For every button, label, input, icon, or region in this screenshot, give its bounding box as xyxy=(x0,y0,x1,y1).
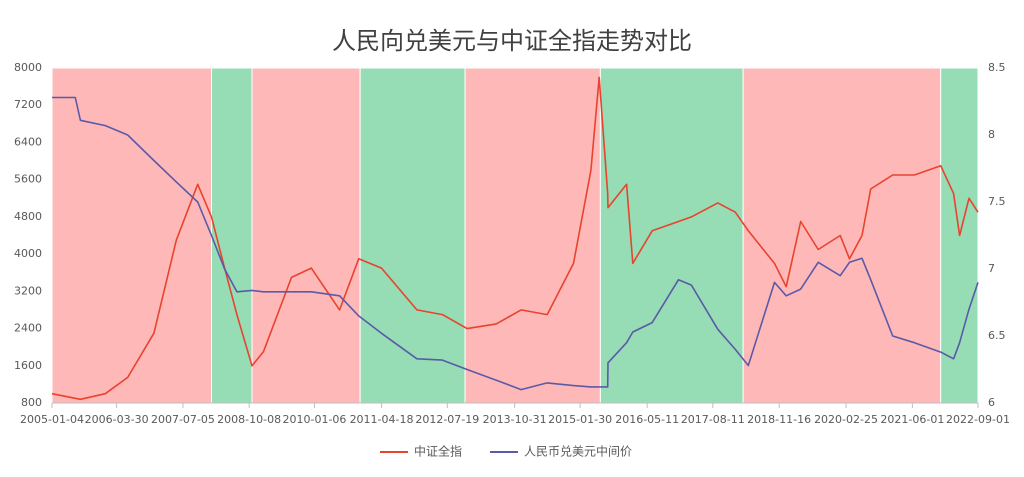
x-tick-label: 2022-09-01 xyxy=(946,413,1010,426)
x-tick-label: 2005-01-04 xyxy=(20,413,84,426)
x-tick-label: 2007-07-05 xyxy=(151,413,215,426)
y-tick-label: 4000 xyxy=(14,247,42,260)
period-band xyxy=(359,67,466,404)
period-band xyxy=(51,67,213,404)
y2-tick-label: 6.5 xyxy=(988,329,1006,342)
y2-tick-label: 6 xyxy=(988,396,995,409)
y2-tick-label: 7.5 xyxy=(988,195,1006,208)
series-line xyxy=(52,96,979,391)
period-band xyxy=(742,67,942,404)
y-tick-label: 800 xyxy=(21,396,42,409)
y2-tick-label: 8.5 xyxy=(988,61,1006,74)
period-band xyxy=(211,67,253,404)
x-tick-label: 2021-06-01 xyxy=(880,413,944,426)
period-band xyxy=(599,67,744,404)
y2-tick-label: 8 xyxy=(988,128,995,141)
legend-label: 中证全指 xyxy=(414,444,462,459)
x-tick-label: 2012-07-19 xyxy=(415,413,479,426)
y-tick-label: 8000 xyxy=(14,61,42,74)
y2-tick-label: 7 xyxy=(988,262,995,275)
y-tick-label: 4800 xyxy=(14,210,42,223)
x-tick-label: 2010-01-06 xyxy=(283,413,347,426)
x-tick-label: 2011-04-18 xyxy=(350,413,414,426)
legend-label: 人民币兑美元中间价 xyxy=(524,444,632,459)
y-tick-label: 2400 xyxy=(14,322,42,335)
series-line xyxy=(51,76,979,401)
y-tick-label: 7200 xyxy=(14,98,42,111)
x-tick-label: 2017-08-11 xyxy=(681,413,745,426)
y-tick-label: 3200 xyxy=(14,284,42,297)
y-tick-label: 1600 xyxy=(14,359,42,372)
x-tick-label: 2013-10-31 xyxy=(483,413,547,426)
period-band xyxy=(464,67,601,404)
x-tick-label: 2016-05-11 xyxy=(615,413,679,426)
x-tick-label: 2018-11-16 xyxy=(747,413,811,426)
x-tick-label: 2015-01-30 xyxy=(548,413,612,426)
y-tick-label: 6400 xyxy=(14,135,42,148)
period-band xyxy=(251,67,361,404)
y-tick-label: 5600 xyxy=(14,173,42,186)
chart-title: 人民向兑美元与中证全指走势对比 xyxy=(332,27,692,55)
x-tick-label: 2020-02-25 xyxy=(814,413,878,426)
x-tick-label: 2008-10-08 xyxy=(217,413,281,426)
x-tick-label: 2006-03-30 xyxy=(85,413,149,426)
